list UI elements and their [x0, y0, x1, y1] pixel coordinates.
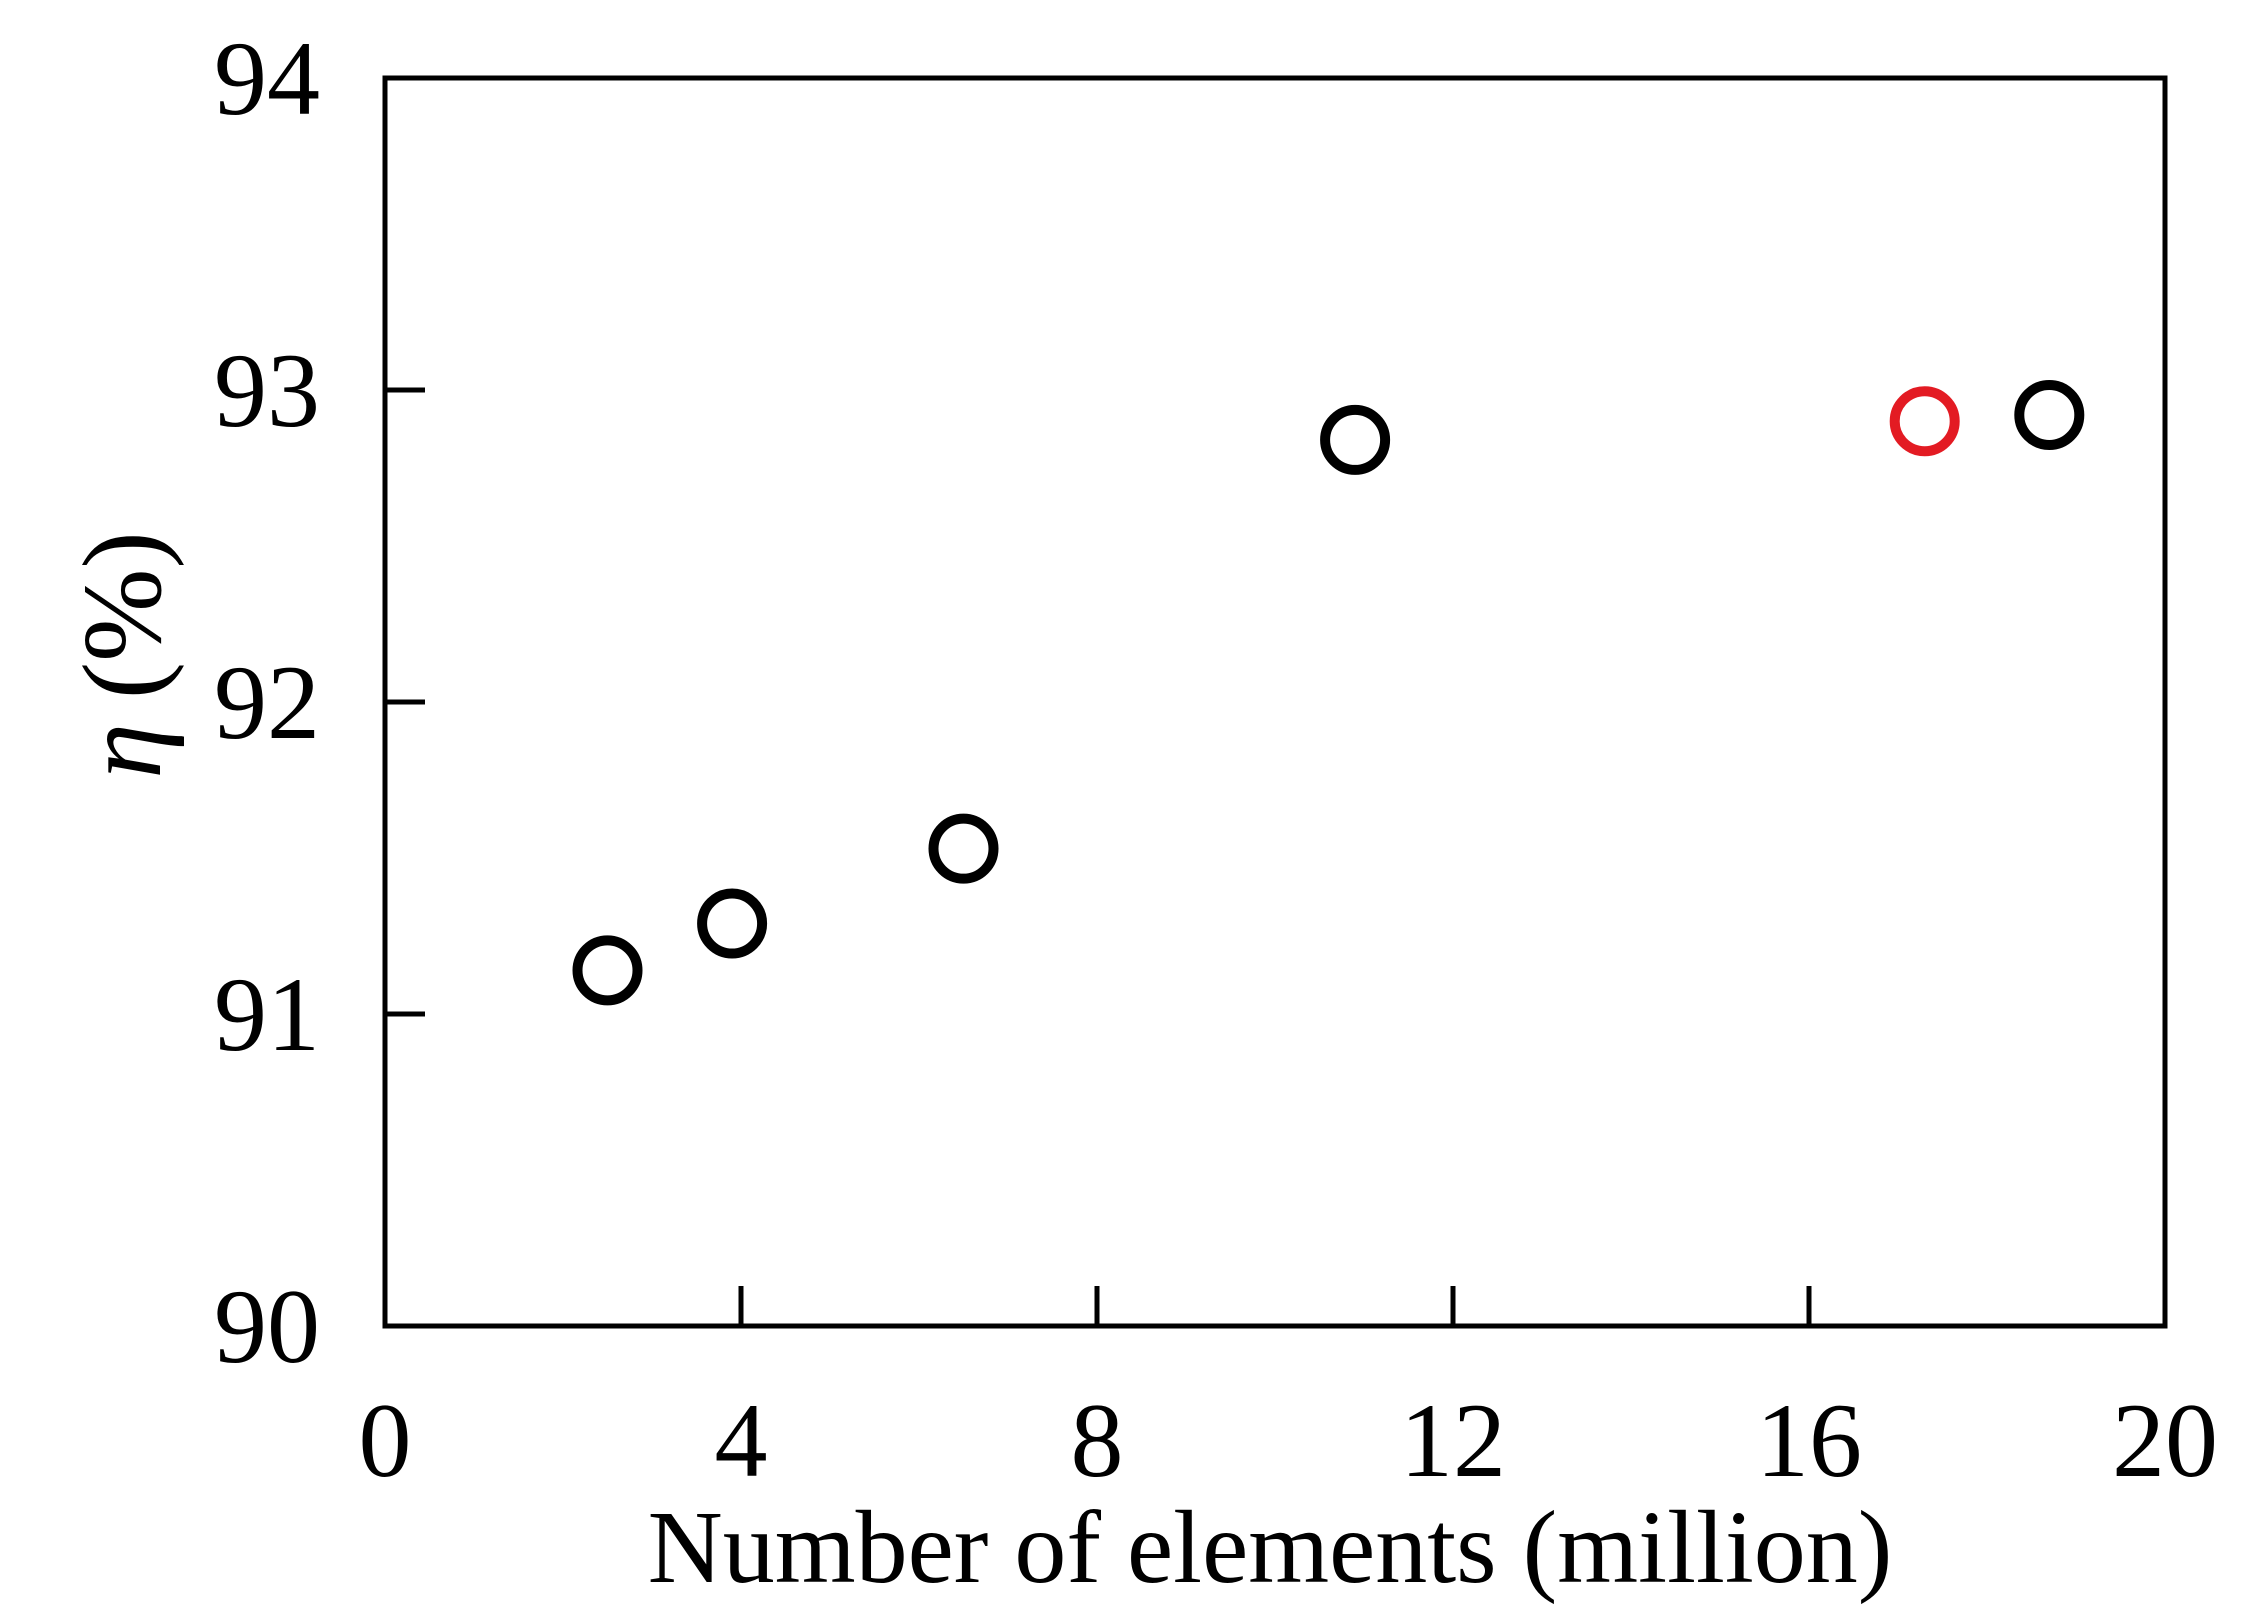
data-point — [2014, 379, 2085, 450]
y-tick-label: 90 — [214, 1268, 320, 1385]
y-tick-label: 91 — [214, 956, 320, 1073]
points-layer — [572, 379, 2085, 1006]
y-axis-title: η (%) — [61, 531, 185, 778]
x-tick-label: 12 — [1400, 1382, 1506, 1499]
y-axis-symbol: η — [61, 723, 185, 779]
data-point — [928, 813, 999, 884]
ticks-layer — [385, 387, 1812, 1326]
y-axis-unit: (%) — [61, 531, 185, 699]
plot-frame — [382, 75, 2168, 1329]
y-tick-label: 93 — [214, 332, 320, 449]
data-point — [697, 888, 768, 959]
x-tick-label: 20 — [2112, 1382, 2218, 1499]
x-axis-title: Number of elements (million) — [648, 1490, 1893, 1605]
x-tick-label: 0 — [359, 1382, 412, 1499]
x-tick-label: 4 — [715, 1382, 768, 1499]
data-point — [572, 935, 643, 1006]
x-tick-label: 8 — [1071, 1382, 1124, 1499]
x-tick-label: 16 — [1756, 1382, 1862, 1499]
labels-layer: 0 4 8 12 16 20 90 91 92 93 94 — [214, 20, 2218, 1499]
y-tick-label: 92 — [214, 644, 320, 761]
data-point — [1889, 386, 1960, 457]
y-tick-label: 94 — [214, 20, 320, 137]
svg-text:η(%): η (%) — [61, 531, 185, 778]
data-point — [1320, 404, 1391, 475]
